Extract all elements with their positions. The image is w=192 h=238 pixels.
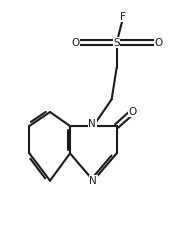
Text: S: S [113, 38, 120, 48]
Text: O: O [71, 38, 79, 48]
Text: O: O [155, 38, 163, 48]
Text: O: O [128, 107, 137, 117]
Text: N: N [89, 176, 97, 186]
Text: F: F [120, 12, 126, 22]
Text: N: N [89, 119, 96, 129]
